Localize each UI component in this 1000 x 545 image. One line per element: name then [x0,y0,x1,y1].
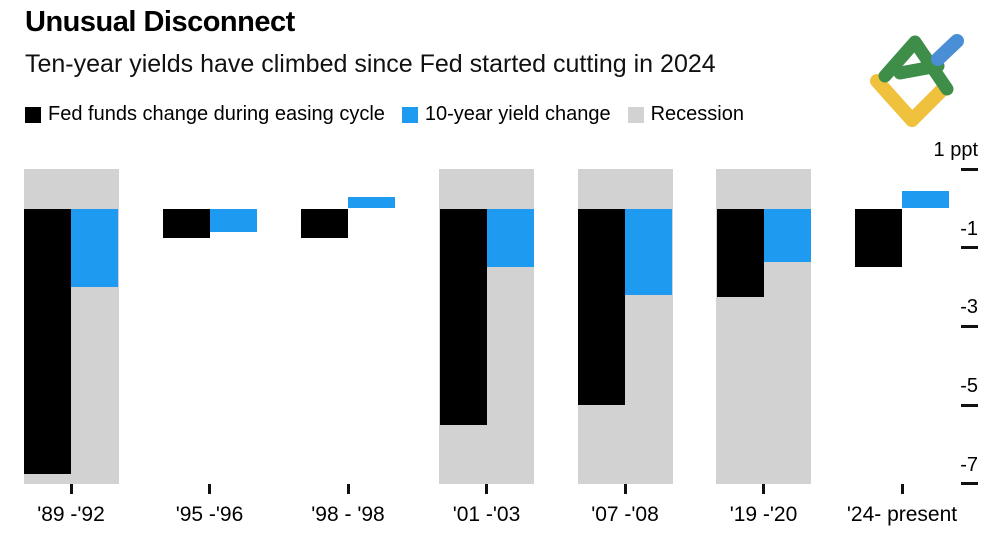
yield-bar [348,196,395,209]
yield-bar [71,208,118,288]
y-axis-unit-label: 1 ppt [933,139,978,162]
y-axis-label: -1 [960,217,978,240]
y-axis-tick [961,246,978,250]
legend-label-fed-funds: Fed funds change during easing cycle [48,103,385,125]
fed-funds-bar [439,208,487,425]
legend-label-yield: 10-year yield change [424,103,611,125]
y-axis-tick [961,482,978,486]
yield-bar [625,208,672,295]
yield-swatch-icon [401,106,418,123]
fed-funds-bar [578,208,625,405]
x-axis-tick [208,484,211,494]
x-axis-tick [900,484,904,494]
y-axis-tick [961,403,978,407]
fed-funds-bar [855,208,902,268]
yield-bar [209,208,257,233]
x-axis-label: '95 -'96 [175,503,244,526]
legend-item-recession: Recession [627,103,744,126]
y-axis-label: -5 [960,375,978,397]
yield-bar [902,190,949,209]
fed-funds-bar [24,208,71,474]
x-axis-label: '98 - '98 [311,503,385,526]
yield-bar [763,208,811,262]
recession-swatch-icon [627,106,644,123]
fed-funds-bar [162,208,210,238]
fed-funds-bar [716,208,764,297]
y-axis-label: -3 [960,296,978,319]
x-axis-tick [485,484,488,494]
x-axis-tick [623,484,627,494]
x-axis-label: '19 -'20 [729,503,798,526]
x-axis-label: '07 -'08 [591,503,659,526]
y-axis-tick [961,167,978,171]
legend-item-yield: 10-year yield change [401,103,611,126]
x-axis-label: '24- present [846,503,958,526]
x-axis-tick [762,484,765,494]
y-axis-label: -7 [960,453,978,476]
chart-subtitle: Ten-year yields have climbed since Fed s… [25,50,716,78]
x-axis-tick [69,484,73,494]
legend-label-recession: Recession [650,103,744,125]
x-axis-label: '89 -'92 [37,503,105,526]
x-axis-tick [346,484,350,494]
x-axis-label: '01 -'03 [452,503,521,526]
fed-funds-swatch-icon [25,106,41,123]
fed-funds-bar [301,208,348,238]
litefinance-logo-icon [870,34,964,127]
chart-title: Unusual Disconnect [25,6,295,38]
yield-bar [486,208,534,268]
legend-item-fed-funds: Fed funds change during easing cycle [25,103,385,126]
y-axis-tick [961,324,978,328]
legend: Fed funds change during easing cycle 10-… [25,103,744,126]
